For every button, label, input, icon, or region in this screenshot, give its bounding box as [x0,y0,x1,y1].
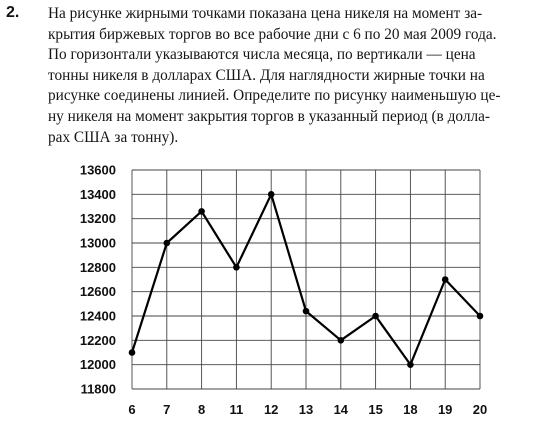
task-number: 2. [6,4,20,21]
y-axis-labels: 11800 12000 12200 12400 12600 12800 13000 13200… [80,163,116,397]
data-point [372,312,379,320]
data-point [302,307,310,315]
data-point [198,208,205,215]
x-tick-label: 20 [473,402,487,417]
y-tick-label: 13000 [80,236,116,251]
task-text-line: По горизонтали указываются числа месяца,… [48,46,476,64]
chart-grid [131,169,481,390]
x-tick-label: 11 [230,402,244,417]
x-tick-label: 6 [128,402,135,417]
task-text-line: рах США за тонну). [48,128,179,146]
x-axis-labels: 6 7 8 11 12 13 14 15 18 19 20 [128,402,487,417]
data-point [128,349,136,356]
y-tick-label: 12000 [80,357,116,372]
x-tick-label: 13 [299,402,313,417]
task-text-line: крытия биржевых торгов во все рабочие дн… [48,25,497,43]
task-text-line: ну никеля на момент закрытия торгов в ук… [48,107,490,125]
x-tick-label: 19 [438,402,452,417]
y-tick-label: 12800 [80,260,116,275]
data-point [407,361,414,368]
y-tick-label: 11800 [81,382,116,397]
x-tick-label: 8 [198,402,205,417]
task-text-line: рисунке соединены линией. Определите по … [48,87,501,105]
x-tick-label: 14 [334,402,349,417]
y-tick-label: 12400 [80,309,116,324]
y-tick-label: 13600 [80,163,116,178]
task-text-line: тонны никеля в долларах США. Для наглядн… [48,66,485,84]
x-tick-label: 12 [264,402,278,417]
y-tick-label: 12200 [80,333,116,348]
y-tick-label: 13400 [80,187,116,202]
data-point [267,191,275,198]
data-point [163,239,171,247]
x-tick-label: 15 [368,402,382,417]
x-tick-label: 7 [163,402,170,417]
x-tick-label: 18 [403,402,417,417]
data-point [476,312,484,320]
data-point [441,276,449,283]
price-series [128,191,484,368]
data-point [337,337,345,344]
task-text-line: На рисунке жирными точками показана цена… [48,5,483,22]
y-tick-label: 12600 [80,284,116,299]
data-point [233,264,240,271]
task-text: На рисунке жирными точками показана цена… [48,4,548,148]
y-tick-label: 13200 [80,211,116,226]
